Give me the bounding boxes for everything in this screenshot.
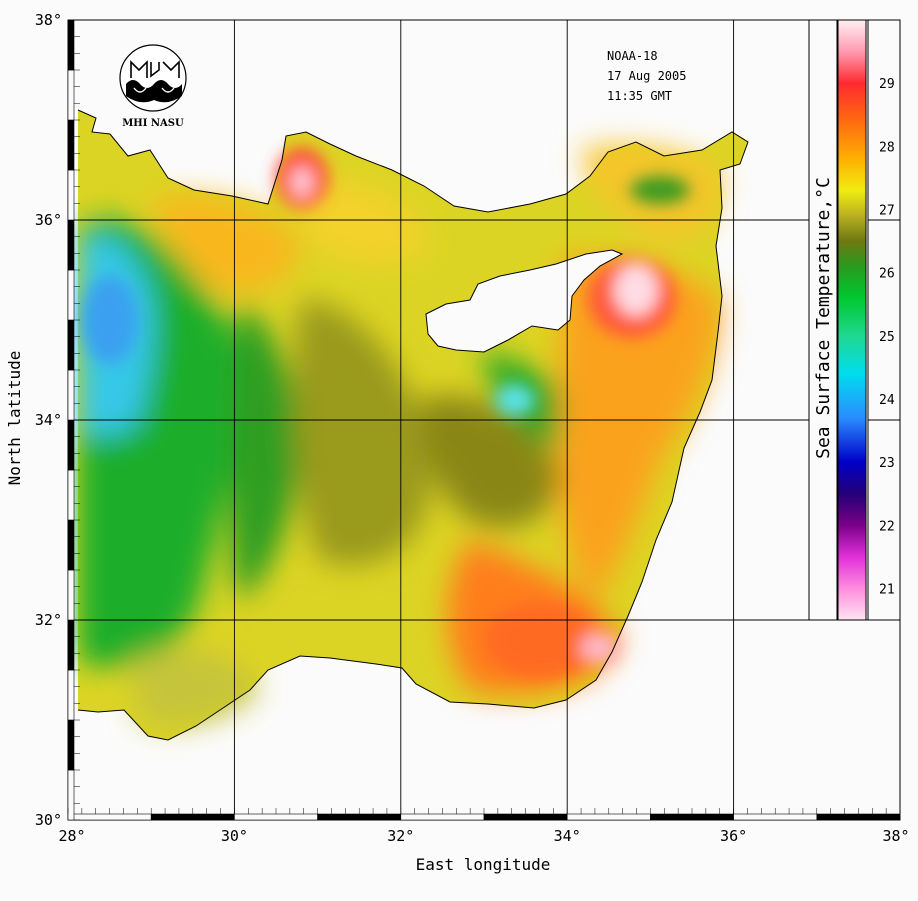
axis-scale-bars [67, 19, 901, 821]
lat-tick-label: 34° [35, 411, 62, 429]
x-axis-title: East longitude [416, 855, 551, 874]
lon-scale-segment [67, 813, 152, 821]
lat-scale-segment [67, 519, 75, 571]
colorbar-tick-labels: 21 22 23 24 25 26 27 28 29 [879, 77, 895, 597]
lat-tick-labels: 30° 32° 34° 36° 38° [35, 11, 62, 829]
colorbar: 21 22 23 24 25 26 27 28 29 Sea Surface Temperatu… [808, 19, 895, 621]
colorbar-tick-label: 25 [879, 330, 895, 345]
lon-tick-label: 30° [221, 827, 248, 845]
image-date: 17 Aug 2005 [607, 69, 686, 83]
lat-tick-label: 30° [35, 811, 62, 829]
lat-scale-segment [67, 219, 75, 271]
colorbar-scale [837, 19, 867, 621]
lat-scale-segment [67, 369, 75, 421]
lat-scale-segment [67, 569, 75, 621]
lon-scale-segment [317, 813, 402, 821]
lon-scale-segment [816, 813, 901, 821]
lat-tick-label: 38° [35, 11, 62, 29]
sea-surface [77, 109, 749, 741]
lon-scale-segment [650, 813, 734, 821]
mhi-nasu-logo: MHI NASU [119, 44, 187, 129]
lon-scale-segment [234, 813, 318, 821]
svg-text:MHI NASU: MHI NASU [122, 118, 184, 129]
colorbar-tick-label: 28 [879, 140, 895, 155]
colorbar-tick-label: 29 [879, 77, 895, 92]
lon-tick-label: 32° [387, 827, 414, 845]
lon-tick-label: 34° [554, 827, 581, 845]
colorbar-tick-label: 21 [879, 582, 895, 597]
lat-scale-segment [67, 169, 75, 221]
lat-scale-segment [67, 719, 75, 771]
lat-tick-label: 36° [35, 211, 62, 229]
lon-tick-labels: 28° 30° 32° 34° 36° 38° [58, 827, 909, 845]
colorbar-tick-label: 24 [879, 393, 895, 408]
lon-scale-segment [400, 813, 485, 821]
lon-scale-segment [483, 813, 568, 821]
colorbar-title: Sea Surface Temperature,°C [813, 177, 834, 459]
lat-scale-segment [67, 19, 75, 71]
lat-scale-segment [67, 669, 75, 721]
lat-scale-segment [67, 119, 75, 171]
lat-scale-segment [67, 69, 75, 121]
lat-scale-segment [67, 619, 75, 671]
cyprus-island [425, 249, 624, 353]
warm-spots [82, 148, 690, 678]
lat-tick-label: 32° [35, 611, 62, 629]
lat-scale-segment [67, 769, 75, 821]
lat-scale-segment [67, 319, 75, 371]
colorbar-tick-label: 23 [879, 456, 895, 471]
image-time: 11:35 GMT [607, 89, 672, 103]
lon-scale-segment [566, 813, 651, 821]
graticule [68, 20, 900, 820]
lon-scale-segment [733, 813, 818, 821]
lat-scale-segment [67, 469, 75, 521]
lon-tick-label: 36° [720, 827, 747, 845]
lon-tick-label: 28° [58, 827, 85, 845]
y-axis-title: North latitude [5, 351, 24, 486]
lon-tick-label: 38° [882, 827, 909, 845]
lat-scale-segment [67, 269, 75, 321]
coastline [77, 109, 749, 741]
satellite-name: NOAA-18 [607, 49, 658, 63]
lat-scale-segment [67, 419, 75, 471]
colorbar-tick-label: 22 [879, 519, 895, 534]
lon-scale-segment [150, 813, 235, 821]
colorbar-tick-label: 26 [879, 267, 895, 282]
colorbar-tick-label: 27 [879, 203, 895, 218]
